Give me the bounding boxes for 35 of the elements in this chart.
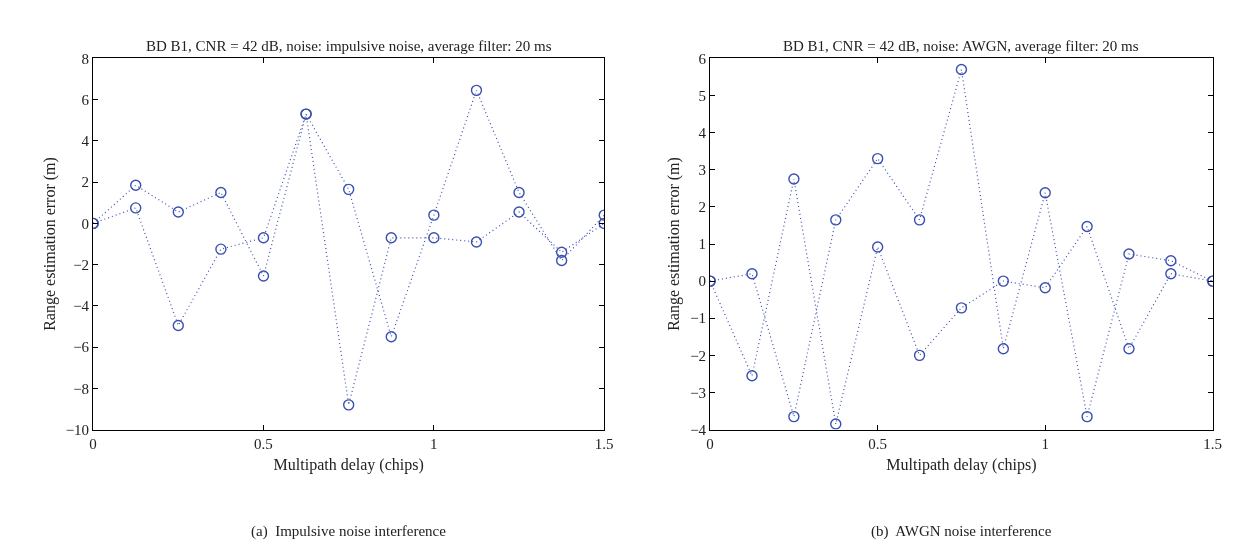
y-tick-label: −6 bbox=[73, 339, 90, 356]
y-axis-title: Range estimation error (m) bbox=[40, 157, 59, 331]
y-tick-label: −3 bbox=[690, 384, 707, 401]
y-tick-label: 6 bbox=[81, 91, 90, 108]
chart-title: BD B1, CNR = 42 dB, noise: impulsive noise, average filter: 20 ms bbox=[146, 38, 552, 54]
y-tick-label: 0 bbox=[698, 273, 707, 290]
y-tick-label: 0 bbox=[81, 215, 90, 232]
x-axis-title: Multipath delay (chips) bbox=[273, 456, 424, 475]
y-tick-label: −10 bbox=[65, 421, 90, 438]
y-axis-title: Range estimation error (m) bbox=[665, 157, 684, 331]
x-tick-label: 1.5 bbox=[594, 435, 614, 452]
x-tick-label: 0.5 bbox=[868, 435, 888, 452]
y-tick-label: 8 bbox=[81, 50, 90, 67]
y-tick-label: 5 bbox=[698, 87, 707, 104]
y-tick-label: 4 bbox=[698, 124, 707, 141]
y-tick-label: −4 bbox=[690, 421, 707, 438]
y-tick-label: −2 bbox=[73, 256, 90, 273]
y-tick-label: 1 bbox=[698, 236, 707, 253]
x-tick-label: 1 bbox=[430, 435, 438, 452]
x-tick-label: 1 bbox=[1041, 435, 1049, 452]
y-tick-label: 4 bbox=[81, 133, 90, 150]
x-tick-label: 1.5 bbox=[1203, 435, 1223, 452]
y-tick-label: −1 bbox=[690, 310, 707, 327]
y-tick-label: −8 bbox=[73, 380, 90, 397]
y-tick-label: 6 bbox=[698, 50, 707, 67]
text: (b) AWGN noise interference bbox=[871, 523, 1052, 540]
chart-title: BD B1, CNR = 42 dB, noise: AWGN, average filter: 20 ms bbox=[783, 38, 1139, 54]
y-tick-label: 3 bbox=[698, 162, 707, 179]
text: (a) Impulsive noise interference bbox=[251, 523, 447, 540]
y-tick-label: −4 bbox=[73, 298, 90, 315]
y-tick-label: −2 bbox=[690, 347, 707, 364]
y-tick-label: 2 bbox=[698, 199, 707, 216]
x-axis-title: Multipath delay (chips) bbox=[886, 456, 1037, 475]
y-tick-label: 2 bbox=[81, 174, 90, 191]
x-tick-label: 0.5 bbox=[254, 435, 273, 452]
